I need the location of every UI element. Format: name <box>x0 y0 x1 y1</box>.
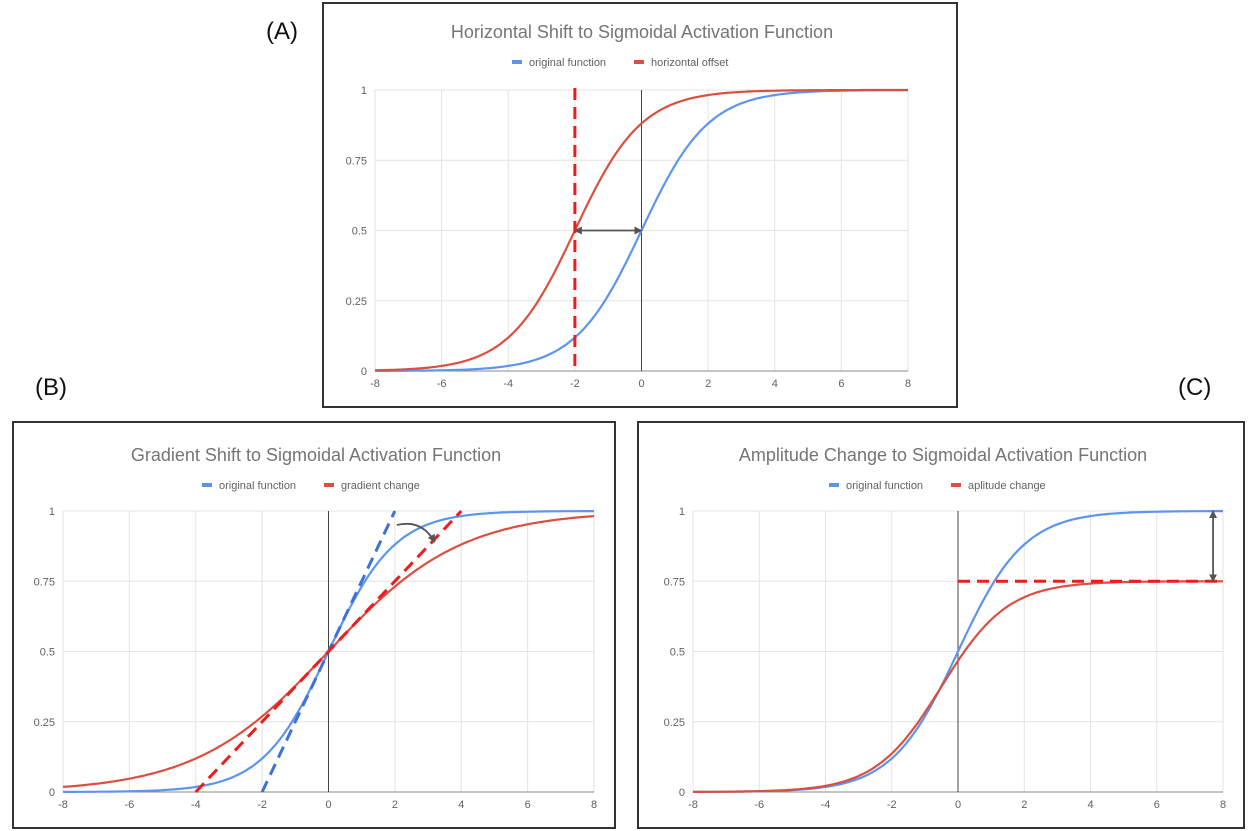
chart-title: Gradient Shift to Sigmoidal Activation F… <box>131 445 501 465</box>
x-tick-label: -4 <box>503 378 513 390</box>
y-tick-label: 0.75 <box>34 576 55 588</box>
x-tick-label: 0 <box>638 378 644 390</box>
y-tick-label: 0.25 <box>664 717 685 729</box>
x-tick-label: -6 <box>754 799 764 811</box>
legend-label: horizontal offset <box>651 57 728 69</box>
x-tick-label: -8 <box>370 378 380 390</box>
x-tick-label: 6 <box>525 799 531 811</box>
x-tick-label: -8 <box>58 799 68 811</box>
x-tick-label: 4 <box>772 378 778 390</box>
y-tick-label: 0.25 <box>34 717 55 729</box>
x-tick-label: 8 <box>905 378 911 390</box>
y-tick-label: 0.25 <box>346 296 367 308</box>
x-tick-label: 4 <box>458 799 464 811</box>
chart-title: Horizontal Shift to Sigmoidal Activation… <box>451 22 833 42</box>
x-tick-label: 8 <box>591 799 597 811</box>
legend-label: original function <box>846 480 923 492</box>
x-tick-label: -8 <box>688 799 698 811</box>
series-line-modified <box>374 88 908 372</box>
panel-label-b: (B) <box>35 374 67 401</box>
x-tick-label: 8 <box>1220 799 1226 811</box>
y-tick-label: 1 <box>679 506 685 518</box>
x-tick-label: 0 <box>325 799 331 811</box>
y-tick-label: 0.5 <box>352 226 367 238</box>
tangent-modified-line <box>194 509 463 794</box>
x-tick-label: 4 <box>1087 799 1093 811</box>
chart-gradient-shift: Gradient Shift to Sigmoidal Activation F… <box>12 421 616 829</box>
x-tick-label: -6 <box>124 799 134 811</box>
x-tick-label: 6 <box>1154 799 1160 811</box>
y-tick-label: 1 <box>49 506 55 518</box>
legend-label: gradient change <box>341 480 420 492</box>
chart-horizontal-shift: Horizontal Shift to Sigmoidal Activation… <box>322 2 958 408</box>
chart-amplitude-change: Amplitude Change to Sigmoidal Activation… <box>637 421 1245 829</box>
x-tick-label: 2 <box>705 378 711 390</box>
chart-c-svg: Amplitude Change to Sigmoidal Activation… <box>664 445 1226 811</box>
chart-b-svg: Gradient Shift to Sigmoidal Activation F… <box>34 445 597 811</box>
y-tick-label: 0 <box>361 366 367 378</box>
x-tick-label: -2 <box>887 799 897 811</box>
x-tick-label: -4 <box>191 799 201 811</box>
x-tick-label: 2 <box>1021 799 1027 811</box>
panel-label-a: (A) <box>266 18 298 45</box>
x-tick-label: -2 <box>257 799 267 811</box>
chart-title: Amplitude Change to Sigmoidal Activation… <box>739 445 1147 465</box>
panel-label-c: (C) <box>1178 374 1212 401</box>
x-tick-label: 0 <box>955 799 961 811</box>
x-tick-label: -4 <box>821 799 831 811</box>
y-tick-label: 0.5 <box>670 647 685 659</box>
x-tick-label: 6 <box>838 378 844 390</box>
y-tick-label: 0 <box>679 787 685 799</box>
x-tick-label: -6 <box>437 378 447 390</box>
y-tick-label: 1 <box>361 85 367 97</box>
x-tick-label: -2 <box>570 378 580 390</box>
y-tick-label: 0 <box>49 787 55 799</box>
legend-label: aplitude change <box>968 480 1046 492</box>
chart-a-svg: Horizontal Shift to Sigmoidal Activation… <box>346 22 911 390</box>
curved-arrow <box>396 522 436 543</box>
y-tick-label: 0.5 <box>40 647 55 659</box>
legend-label: original function <box>219 480 296 492</box>
x-tick-label: 2 <box>392 799 398 811</box>
y-tick-label: 0.75 <box>664 576 685 588</box>
legend-label: original function <box>529 57 606 69</box>
y-tick-label: 0.75 <box>346 155 367 167</box>
